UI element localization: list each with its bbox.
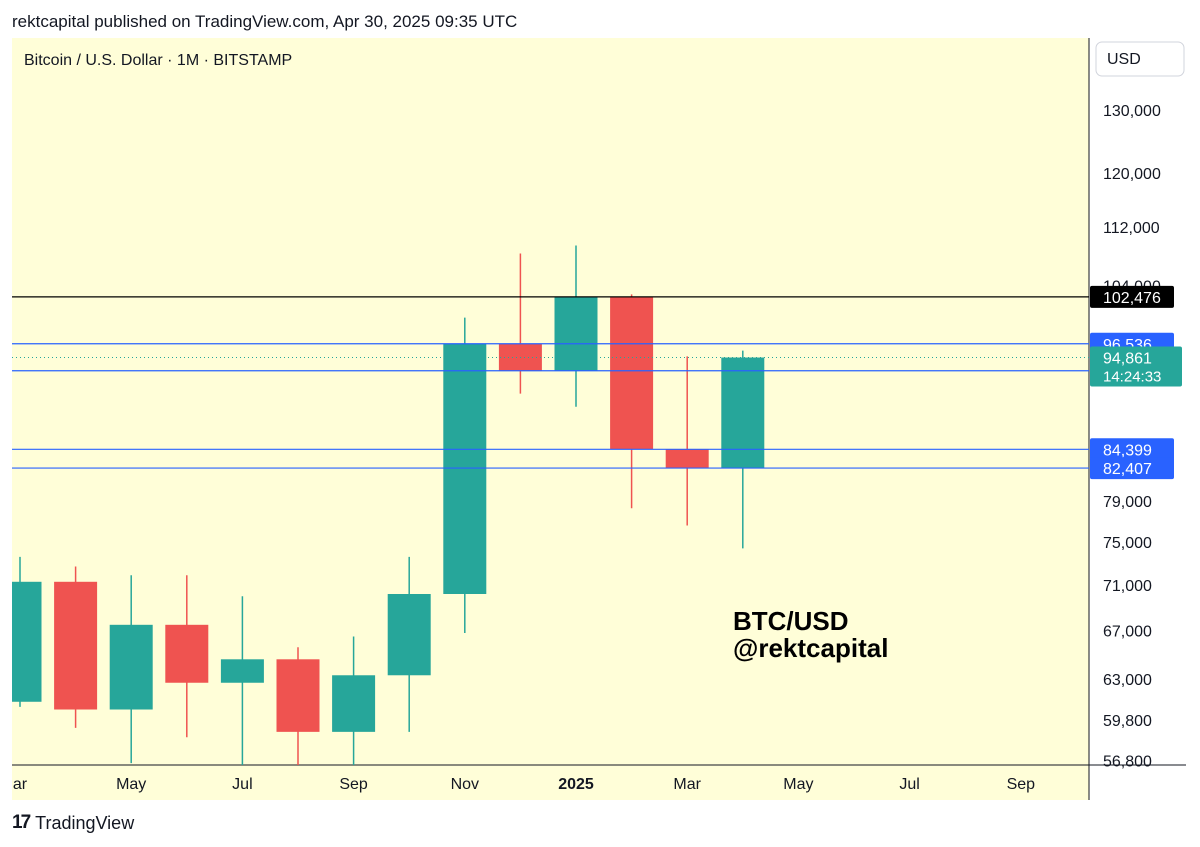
chart-background xyxy=(12,38,1089,800)
countdown-label: 14:24:33 xyxy=(1103,369,1161,386)
x-tick-label: May xyxy=(116,776,146,793)
candle-body xyxy=(554,296,598,371)
candle-body xyxy=(220,659,264,683)
watermark-line-2: @rektcapital xyxy=(733,633,888,663)
candle-body xyxy=(387,594,431,676)
y-tick-label: 130,000 xyxy=(1103,103,1161,120)
candle-body xyxy=(721,357,765,469)
y-tick-label: 71,000 xyxy=(1103,578,1152,595)
x-tick-label: May xyxy=(783,776,813,793)
candle-body xyxy=(276,659,320,732)
tradingview-logo-icon: 17 xyxy=(12,812,31,833)
y-tick-label: 67,000 xyxy=(1103,624,1152,641)
y-tick-label: 112,000 xyxy=(1103,220,1160,237)
x-tick-label: Mar xyxy=(673,776,701,793)
level-price-label: 102,476 xyxy=(1103,290,1161,307)
y-tick-label: 75,000 xyxy=(1103,535,1152,552)
candle-body xyxy=(610,296,654,450)
candle-body xyxy=(443,343,487,595)
candle-body xyxy=(665,449,709,469)
candle-body xyxy=(54,581,98,710)
level-price-label: 84,399 xyxy=(1103,442,1152,459)
candles xyxy=(12,245,765,765)
published-header: rektcapital published on TradingView.com… xyxy=(12,12,518,31)
x-tick-label: Sep xyxy=(1007,776,1036,793)
currency-label: USD xyxy=(1107,51,1141,68)
x-axis-ticks: ar May Jul Sep Nov 2025 Mar May Jul Sep xyxy=(13,776,1035,793)
candle-body xyxy=(332,675,376,732)
y-tick-label: 120,000 xyxy=(1103,166,1161,183)
x-tick-label: ar xyxy=(13,776,28,793)
candle-body xyxy=(12,581,42,702)
level-lines: 102,47696,53693,27884,39982,40794,86114:… xyxy=(12,285,1182,480)
level-price-badge xyxy=(1090,438,1174,461)
tradingview-logo[interactable]: 17 TradingView xyxy=(12,812,134,834)
last-price-badge xyxy=(1090,346,1182,387)
x-tick-label: Nov xyxy=(451,776,479,793)
last-price-label: 94,861 xyxy=(1103,351,1152,368)
currency-button[interactable]: USD xyxy=(1095,41,1185,77)
level-price-badge xyxy=(1090,457,1174,480)
x-tick-label: 2025 xyxy=(558,776,594,793)
chart-title: Bitcoin / U.S. Dollar · 1M · BITSTAMP xyxy=(24,52,292,69)
y-tick-label: 63,000 xyxy=(1103,672,1152,689)
candle-body xyxy=(165,624,209,683)
watermark: BTC/USD @rektcapital xyxy=(733,606,888,663)
y-tick-label: 59,800 xyxy=(1103,713,1152,730)
level-price-label: 82,407 xyxy=(1103,461,1152,478)
watermark-line-1: BTC/USD xyxy=(733,606,849,636)
tradingview-logo-text: TradingView xyxy=(35,812,135,833)
x-tick-label: Jul xyxy=(899,776,919,793)
y-axis-ticks: 130,000120,000112,000104,00079,00075,000… xyxy=(1103,103,1161,770)
x-tick-label: Sep xyxy=(339,776,368,793)
x-tick-label: Jul xyxy=(232,776,252,793)
level-price-badge xyxy=(1090,285,1174,308)
candle-body xyxy=(109,624,153,710)
y-tick-label: 56,800 xyxy=(1103,753,1152,770)
y-tick-label: 79,000 xyxy=(1103,494,1152,511)
